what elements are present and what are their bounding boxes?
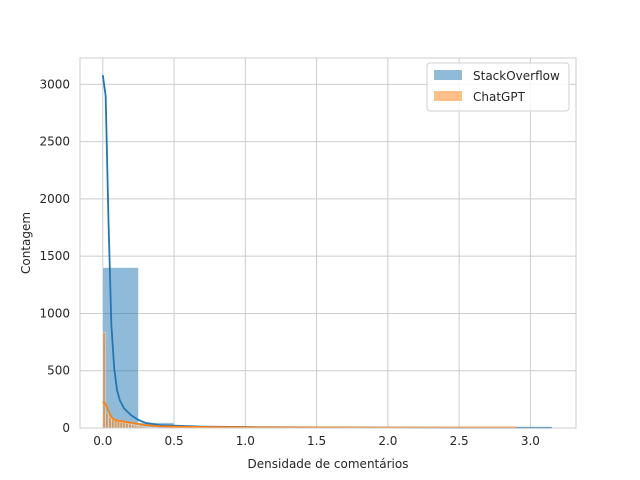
legend-swatch-chatgpt: [434, 91, 462, 101]
chatgpt-bar: [111, 419, 115, 429]
x-tick-label: 2.5: [450, 434, 469, 448]
x-tick-label: 3.0: [521, 434, 540, 448]
chatgpt-bar: [102, 332, 106, 429]
y-tick-label: 2500: [39, 135, 70, 149]
y-tick-label: 3000: [39, 77, 70, 91]
y-tick-label: 1500: [39, 249, 70, 263]
stackoverflow-bar: [102, 267, 139, 429]
plot-area: [79, 57, 577, 429]
legend-swatch-stackoverflow: [434, 70, 462, 80]
x-tick-label: 1.0: [236, 434, 255, 448]
x-axis-label: Densidade de comentários: [248, 457, 409, 471]
legend-box: [426, 62, 570, 112]
chatgpt-bar: [122, 422, 126, 429]
x-tick-label: 0.5: [165, 434, 184, 448]
x-ticks: 0.0 0.5 1.0 1.5 2.0 2.5 3.0: [93, 434, 540, 448]
legend-label-chatgpt: ChatGPT: [473, 90, 526, 104]
chatgpt-bar: [105, 412, 109, 429]
plot-background: [80, 58, 576, 428]
x-tick-label: 0.0: [93, 434, 112, 448]
legend-label-stackoverflow: StackOverflow: [473, 69, 560, 83]
chatgpt-bar: [125, 423, 129, 429]
chatgpt-bar: [108, 417, 112, 429]
chatgpt-bar: [113, 420, 118, 429]
y-tick-label: 1000: [39, 306, 70, 320]
x-tick-label: 2.0: [378, 434, 397, 448]
legend: StackOverflow ChatGPT: [426, 62, 570, 112]
chatgpt-bar: [131, 424, 135, 429]
y-tick-label: 0: [62, 421, 70, 435]
chatgpt-bar: [128, 423, 132, 429]
plot-frame: [79, 57, 577, 429]
chatgpt-bar: [116, 421, 121, 429]
x-tick-label: 1.5: [307, 434, 326, 448]
y-ticks: 0 500 1000 1500 2000 2500 3000: [39, 77, 70, 435]
y-axis-label: Contagem: [19, 212, 33, 274]
chatgpt-bar: [119, 421, 124, 429]
y-tick-label: 500: [47, 364, 70, 378]
y-tick-label: 2000: [39, 192, 70, 206]
